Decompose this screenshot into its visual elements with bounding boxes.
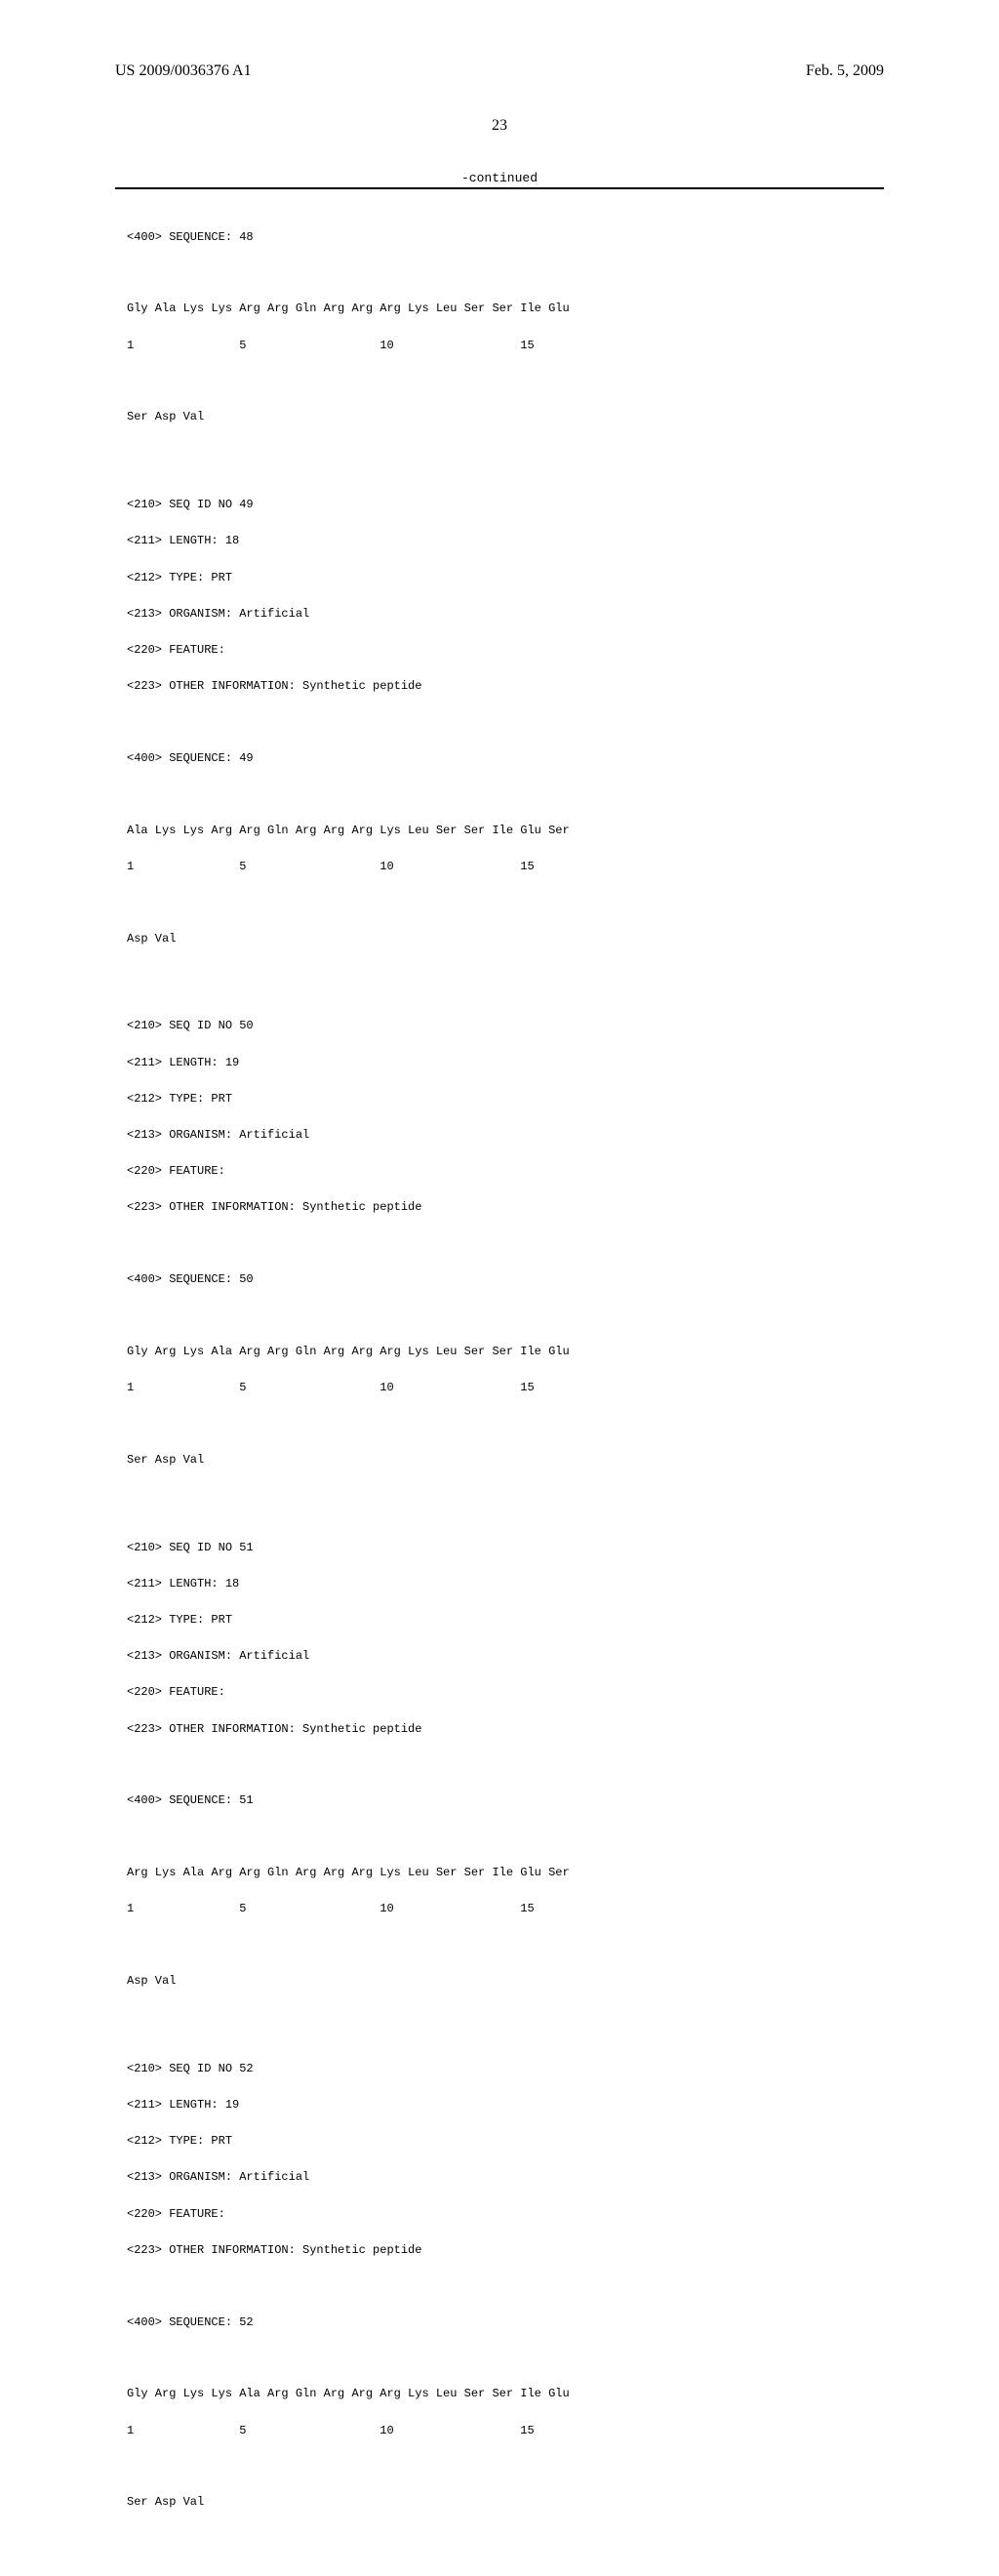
sequence-listing-body: <400> SEQUENCE: 48 Gly Ala Lys Lys Arg A… [127, 210, 884, 2576]
header-publication-number: US 2009/0036376 A1 [115, 62, 252, 80]
seq-51-nums: 1 5 10 15 [127, 1900, 884, 1918]
seq-50-213: <213> ORGANISM: Artificial [127, 1126, 884, 1145]
seq-50-400: <400> SEQUENCE: 50 [127, 1270, 884, 1289]
seq-50-nums: 1 5 10 15 [127, 1379, 884, 1397]
seq-49-213: <213> ORGANISM: Artificial [127, 605, 884, 624]
seq-52-213: <213> ORGANISM: Artificial [127, 2168, 884, 2187]
seq-50-220: <220> FEATURE: [127, 1162, 884, 1181]
seq-51-213: <213> ORGANISM: Artificial [127, 1647, 884, 1666]
continued-rule [115, 187, 884, 189]
seq-50-row2: Ser Asp Val [127, 1451, 884, 1469]
seq-52-211: <211> LENGTH: 19 [127, 2096, 884, 2114]
header-date: Feb. 5, 2009 [806, 62, 884, 80]
page-number: 23 [0, 117, 999, 135]
seq-51-row1: Arg Lys Ala Arg Arg Gln Arg Arg Arg Lys … [127, 1864, 884, 1882]
seq-51-212: <212> TYPE: PRT [127, 1611, 884, 1630]
seq-51-210: <210> SEQ ID NO 51 [127, 1539, 884, 1557]
continued-header: -continued [115, 171, 884, 189]
seq-52-row2: Ser Asp Val [127, 2493, 884, 2512]
seq-49-220: <220> FEATURE: [127, 641, 884, 660]
seq-49-nums: 1 5 10 15 [127, 858, 884, 876]
seq-48-row2: Ser Asp Val [127, 408, 884, 426]
seq-52-210: <210> SEQ ID NO 52 [127, 2060, 884, 2078]
continued-label: -continued [115, 171, 884, 187]
seq-49-211: <211> LENGTH: 18 [127, 532, 884, 550]
seq-49-row1: Ala Lys Lys Arg Arg Gln Arg Arg Arg Lys … [127, 822, 884, 840]
seq-52-row1: Gly Arg Lys Lys Ala Arg Gln Arg Arg Arg … [127, 2385, 884, 2403]
seq-48-row1: Gly Ala Lys Lys Arg Arg Gln Arg Arg Arg … [127, 300, 884, 318]
seq-50-223: <223> OTHER INFORMATION: Synthetic pepti… [127, 1198, 884, 1217]
seq-48-nums: 1 5 10 15 [127, 337, 884, 355]
seq-49-223: <223> OTHER INFORMATION: Synthetic pepti… [127, 677, 884, 696]
page: US 2009/0036376 A1 Feb. 5, 2009 23 -cont… [0, 0, 999, 1288]
seq-49-row2: Asp Val [127, 930, 884, 948]
seq-50-212: <212> TYPE: PRT [127, 1090, 884, 1108]
seq-51-row2: Asp Val [127, 1972, 884, 1991]
seq-50-211: <211> LENGTH: 19 [127, 1054, 884, 1072]
seq-49-400: <400> SEQUENCE: 49 [127, 749, 884, 768]
seq-52-nums: 1 5 10 15 [127, 2422, 884, 2440]
seq-52-220: <220> FEATURE: [127, 2205, 884, 2224]
seq-51-223: <223> OTHER INFORMATION: Synthetic pepti… [127, 1720, 884, 1739]
seq-52-223: <223> OTHER INFORMATION: Synthetic pepti… [127, 2241, 884, 2260]
seq-51-211: <211> LENGTH: 18 [127, 1575, 884, 1593]
seq-52-212: <212> TYPE: PRT [127, 2132, 884, 2151]
seq-52-400: <400> SEQUENCE: 52 [127, 2314, 884, 2332]
seq-51-400: <400> SEQUENCE: 51 [127, 1791, 884, 1810]
seq-48-400: <400> SEQUENCE: 48 [127, 228, 884, 247]
seq-50-row1: Gly Arg Lys Ala Arg Arg Gln Arg Arg Arg … [127, 1343, 884, 1361]
seq-51-220: <220> FEATURE: [127, 1683, 884, 1702]
seq-49-212: <212> TYPE: PRT [127, 569, 884, 587]
seq-49-210: <210> SEQ ID NO 49 [127, 496, 884, 514]
seq-50-210: <210> SEQ ID NO 50 [127, 1017, 884, 1035]
